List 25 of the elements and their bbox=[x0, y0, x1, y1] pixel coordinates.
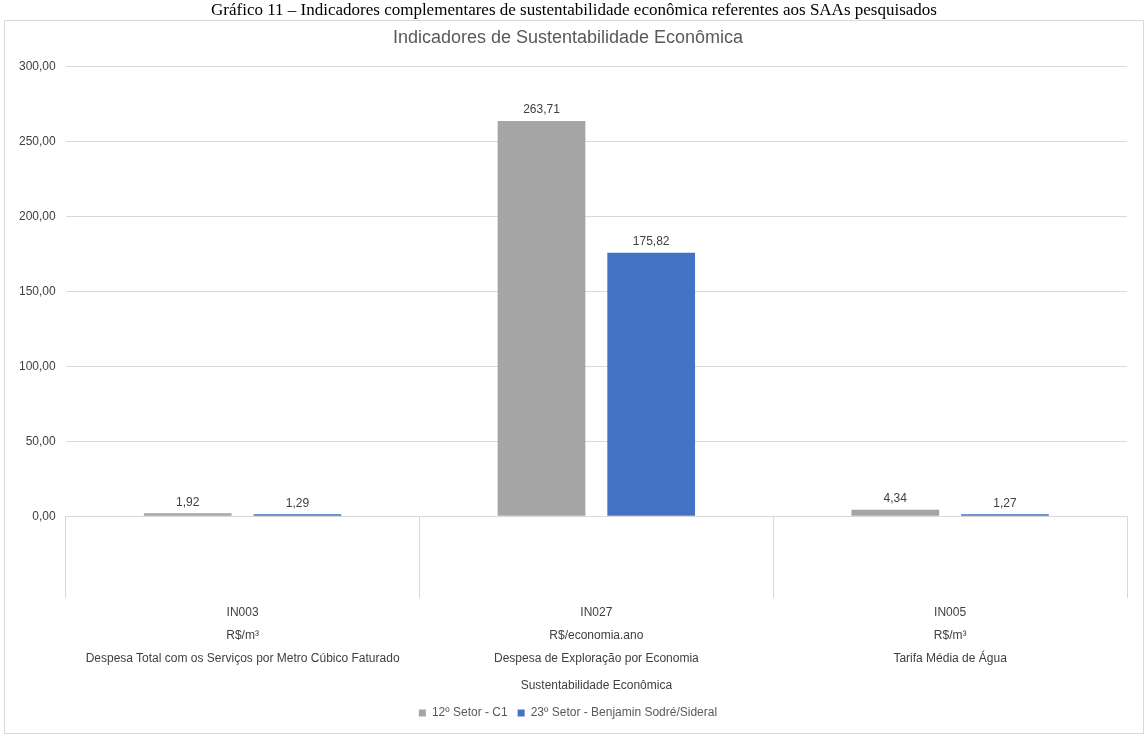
x-tick-label: IN003 R$/m³ Despesa Total com os Serviços por Metro Cúbico Faturado bbox=[85, 604, 400, 665]
data-label: 1,92 bbox=[176, 494, 200, 509]
y-tick-label: 300,00 bbox=[19, 58, 57, 73]
legend-label: 23º Setor - Benjamin Sodré/Sideral bbox=[530, 705, 718, 720]
y-tick-label: 50,00 bbox=[25, 433, 57, 448]
chart-title: Indicadores de Sustentabilidade Econômica bbox=[392, 26, 745, 47]
x-tick-label: IN005 R$/m³ Tarifa Média de Água bbox=[893, 604, 1008, 665]
legend-label: 12º Setor - C1 bbox=[431, 705, 508, 720]
bar bbox=[607, 252, 696, 516]
data-label: 175,82 bbox=[632, 234, 670, 249]
bar bbox=[497, 120, 586, 516]
data-label: 263,71 bbox=[523, 102, 561, 117]
data-label: 1,29 bbox=[285, 495, 310, 510]
bar bbox=[851, 509, 940, 516]
y-tick-label: 200,00 bbox=[19, 208, 57, 223]
text: Gráfico 11 – Indicadores complementares de sustentabilidade econômica referentes aos SAAs pesquisados bbox=[210, 0, 938, 20]
y-tick-label: 100,00 bbox=[19, 358, 57, 373]
data-label: 1,27 bbox=[993, 495, 1017, 510]
y-tick-label: 0,00 bbox=[32, 508, 57, 523]
bar bbox=[143, 513, 232, 516]
x-tick-label: IN027 R$/economia.ano Despesa de Exploração por Economia bbox=[493, 604, 700, 665]
x-axis-title: Sustentabilidade Econômica bbox=[520, 678, 673, 693]
y-tick-label: 150,00 bbox=[19, 283, 57, 298]
data-label: 4,34 bbox=[883, 491, 908, 506]
y-tick-label: 250,00 bbox=[19, 133, 57, 148]
